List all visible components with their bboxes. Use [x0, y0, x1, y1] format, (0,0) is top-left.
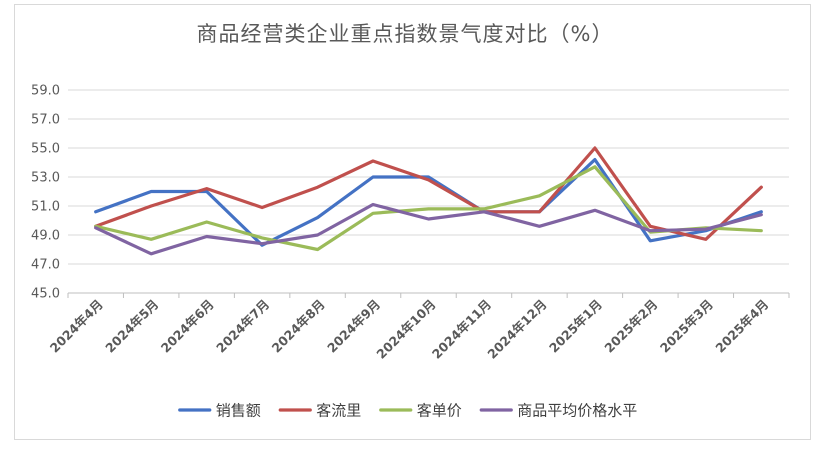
series-line-4 [94, 202, 763, 256]
series-lines [94, 146, 763, 256]
legend-label: 客单价 [417, 402, 462, 420]
y-tick-label: 51.0 [31, 200, 60, 215]
legend-label: 客流里 [316, 402, 361, 420]
x-axis-ticks: 2024年4月2024年5月2024年6月2024年7月2024年8月2024年… [47, 293, 790, 362]
y-tick-label: 57.0 [31, 113, 60, 128]
y-tick-label: 49.0 [31, 229, 60, 244]
chart-title: 商品经营类企业重点指数景气度对比（%） [197, 22, 614, 46]
series-line-2 [94, 146, 763, 241]
x-tick-label: 2024年9月 [324, 297, 383, 356]
y-tick-label: 53.0 [31, 171, 60, 186]
legend-label: 销售额 [216, 402, 261, 420]
x-tick-label: 2024年7月 [213, 297, 272, 356]
x-tick-label: 2024年6月 [158, 297, 217, 356]
legend-label: 商品平均价格水平 [517, 402, 637, 420]
x-tick-label: 2024年4月 [47, 297, 106, 356]
y-axis-ticks: 45.0 47.0 49.0 51.0 53.0 55.0 57.0 59.0 [31, 84, 60, 302]
y-tick-label: 47.0 [31, 258, 60, 273]
y-tick-label: 59.0 [31, 84, 60, 99]
x-tick-label: 2025年4月 [712, 297, 771, 356]
x-tick-label: 2024年5月 [102, 297, 161, 356]
y-tick-label: 45.0 [31, 287, 60, 302]
legend: 销售额 客流里 客单价 商品平均价格水平 [178, 402, 637, 420]
x-tick-label: 2025年1月 [546, 297, 605, 356]
x-tick-label: 2025年2月 [601, 297, 660, 356]
x-tick-label: 2025年3月 [657, 297, 716, 356]
series-line-1 [94, 158, 763, 247]
chart-frame [14, 4, 811, 440]
y-tick-label: 55.0 [31, 142, 60, 157]
x-tick-label: 2024年12月 [484, 297, 549, 362]
x-tick-label: 2024年8月 [269, 297, 328, 356]
